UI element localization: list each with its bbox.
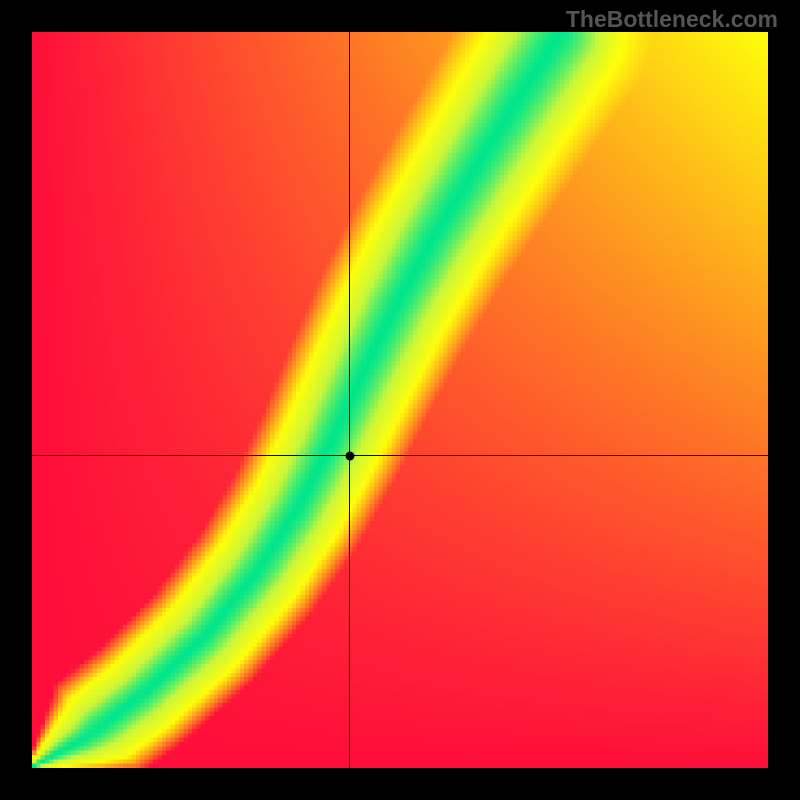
watermark-text: TheBottleneck.com	[566, 6, 778, 33]
crosshair-vertical	[349, 32, 350, 768]
heatmap-plot	[32, 32, 768, 768]
crosshair-point	[345, 451, 354, 460]
heatmap-canvas	[32, 32, 768, 768]
chart-frame: TheBottleneck.com	[0, 0, 800, 800]
crosshair-horizontal	[32, 455, 768, 456]
